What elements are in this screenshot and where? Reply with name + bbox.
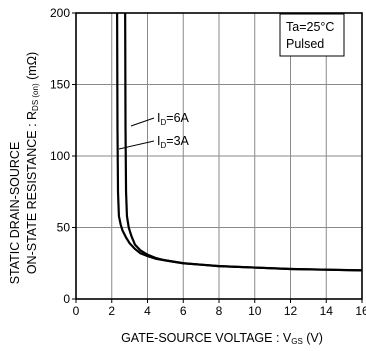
series-line-id-6a — [124, 12, 363, 272]
x-axis-title-main: GATE-SOURCE VOLTAGE : V — [121, 331, 292, 345]
condition-box: Ta=25°C Pulsed — [279, 13, 345, 57]
x-tick-label-1: 2 — [108, 304, 115, 318]
x-tick-label-8: 16 — [355, 304, 366, 318]
series-layer — [116, 12, 363, 272]
y-tick-label-1: 50 — [57, 221, 71, 235]
leader-line-id6a — [130, 117, 155, 127]
x-axis-title: GATE-SOURCE VOLTAGE : VGS (V) — [121, 331, 323, 346]
x-tick-label-2: 4 — [144, 304, 151, 318]
y-axis-title-line2-sub: DS (on) — [31, 83, 40, 111]
series-label-id6a-main: I — [157, 111, 160, 125]
x-tick-label-7: 14 — [320, 304, 334, 318]
y-tick-label-4: 200 — [50, 6, 70, 20]
x-tick-label-6: 12 — [284, 304, 298, 318]
x-tick-label-5: 10 — [248, 304, 262, 318]
series-annotation-id3a: ID=3A — [118, 134, 190, 150]
y-tick-label-3: 150 — [50, 78, 70, 92]
x-axis-title-sub: GS — [291, 337, 303, 346]
y-axis-title-line1: STATIC DRAIN-SOURCE — [8, 142, 22, 285]
series-label-id3a-sub: D — [160, 141, 166, 150]
series-label-id3a: ID=3A — [157, 134, 190, 150]
x-axis-title-unit: (V) — [303, 331, 323, 345]
y-axis-title-line2: ON-STATE RESISTANCE : RDS (on) (mΩ) — [25, 52, 40, 274]
condition-pulsed: Pulsed — [286, 37, 324, 51]
series-annotation-id6a: ID=6A — [130, 111, 190, 127]
series-label-id6a-sub: D — [160, 118, 166, 127]
series-label-id3a-main: I — [157, 134, 160, 148]
tick-layer: 0 2 4 6 8 10 12 14 16 0 50 100 150 200 — [50, 6, 366, 318]
condition-ta: Ta=25°C — [286, 20, 334, 34]
x-tick-label-0: 0 — [73, 304, 80, 318]
series-label-id6a: ID=6A — [157, 111, 190, 127]
y-tick-label-2: 100 — [50, 149, 70, 163]
series-label-id3a-rest: =3A — [166, 134, 189, 148]
y-axis-title-line2-main: ON-STATE RESISTANCE : R — [25, 111, 39, 274]
grid-layer — [76, 13, 362, 299]
series-label-id6a-rest: =6A — [166, 111, 189, 125]
x-tick-label-3: 6 — [180, 304, 187, 318]
y-tick-label-0: 0 — [63, 292, 70, 306]
y-axis-title-line2-unit: (mΩ) — [25, 52, 39, 84]
x-tick-label-4: 8 — [216, 304, 223, 318]
leader-line-id3a — [118, 140, 155, 150]
